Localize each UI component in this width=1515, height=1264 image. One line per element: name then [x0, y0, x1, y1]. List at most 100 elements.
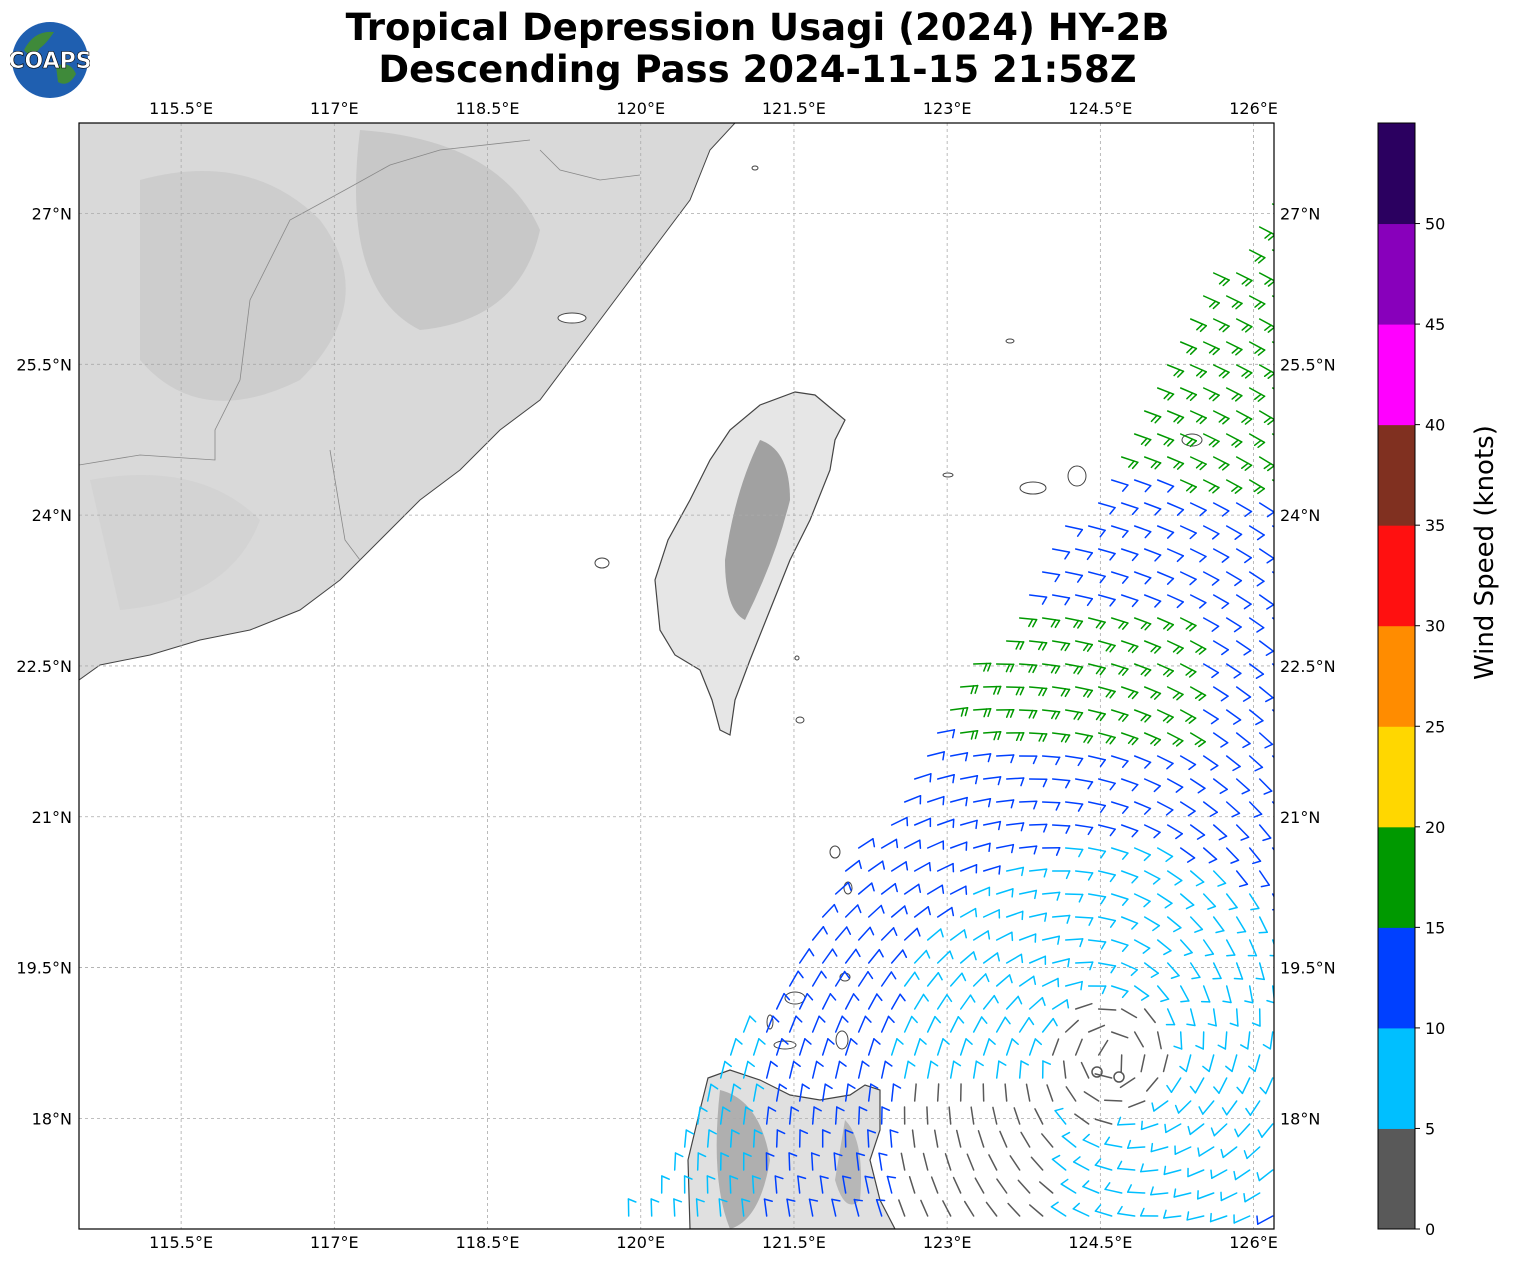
- wind-barb: [1164, 1123, 1182, 1134]
- wind-barb: [1220, 1146, 1238, 1159]
- wind-barb: [1143, 824, 1161, 839]
- wind-barb: [1094, 1073, 1113, 1079]
- lon-tick-bottom: 120°E: [616, 1233, 665, 1252]
- wind-barb: [1202, 1054, 1215, 1073]
- wind-barb: [1248, 249, 1266, 264]
- wind-barb: [933, 1129, 939, 1148]
- wind-barb: [982, 1038, 996, 1056]
- wind-barb: [1116, 1116, 1136, 1126]
- wind-barb: [1202, 847, 1218, 864]
- wind-barb: [1074, 732, 1094, 744]
- wind-barb: [788, 1015, 803, 1033]
- wind-barb: [1087, 663, 1106, 676]
- wind-barb: [908, 1176, 916, 1194]
- wind-barb: [719, 1060, 733, 1079]
- wind-barb: [1097, 502, 1116, 515]
- wind-barb: [880, 971, 897, 987]
- wind-barb: [1018, 617, 1038, 628]
- wind-barb: [1235, 272, 1253, 287]
- wind-barb: [1087, 893, 1107, 905]
- colorbar-tick: 40: [1425, 416, 1445, 435]
- wind-barb: [880, 1015, 895, 1033]
- wind-barb: [718, 1198, 728, 1217]
- wind-barb: [1271, 525, 1274, 528]
- wind-barb: [1189, 732, 1207, 748]
- wind-barb: [706, 1129, 717, 1148]
- wind-barb: [1133, 617, 1152, 631]
- colorbar-tick: 30: [1425, 617, 1445, 636]
- wind-barb: [1179, 617, 1197, 632]
- wind-barb: [1120, 824, 1139, 838]
- wind-barb: [922, 1152, 929, 1171]
- wind-barb: [1156, 709, 1174, 724]
- wind-barb: [834, 1106, 845, 1125]
- wind-barb: [875, 1199, 886, 1217]
- wind-barb: [959, 1038, 973, 1056]
- wind-barb: [1166, 594, 1184, 609]
- wind-barb: [1120, 686, 1139, 700]
- wind-barb: [1041, 1060, 1052, 1079]
- wind-barb: [1235, 778, 1251, 795]
- wind-barb: [1212, 364, 1230, 379]
- wind-barb: [949, 885, 968, 895]
- wind-barb: [1143, 778, 1161, 793]
- wind-barb: [1179, 479, 1197, 494]
- wind-barb: [1051, 686, 1071, 698]
- wind-barb: [1248, 433, 1266, 449]
- wind-barb: [1166, 502, 1185, 516]
- wind-barb: [1030, 1156, 1044, 1171]
- wind-barb: [1248, 801, 1263, 818]
- wind-barb: [982, 685, 1002, 695]
- wind-barb: [729, 1083, 742, 1102]
- wind-barb: [742, 1152, 752, 1171]
- wind-barb: [1225, 433, 1243, 448]
- wind-barb: [1212, 272, 1230, 287]
- wind-barb: [1064, 709, 1084, 721]
- wind-barb: [1039, 1181, 1054, 1194]
- map-title-line1: Tropical Depression Usagi (2024) HY-2B: [345, 6, 1170, 49]
- wind-barb: [834, 1060, 847, 1079]
- wind-barb: [1004, 1083, 1008, 1102]
- wind-barb: [944, 1153, 952, 1171]
- wind-barb: [1248, 847, 1262, 865]
- wind-barb: [1087, 801, 1107, 813]
- wind-barb: [1220, 1191, 1238, 1202]
- wind-barb: [1083, 1091, 1100, 1102]
- wind-barb: [1133, 893, 1151, 908]
- wind-barb: [774, 1175, 784, 1194]
- wind-barb: [1156, 525, 1175, 539]
- wind-barb: [1143, 916, 1161, 932]
- wind-barb: [1103, 1099, 1123, 1102]
- wind-barb: [959, 730, 979, 740]
- map-title-line2: Descending Pass 2024-11-15 21:58Z: [378, 48, 1137, 91]
- wind-barb: [1005, 686, 1025, 696]
- wind-barb: [1110, 939, 1129, 952]
- wind-barb: [1041, 801, 1061, 811]
- wind-barb: [977, 1130, 985, 1148]
- wind-barb: [988, 1154, 998, 1171]
- wind-barb: [1013, 1107, 1021, 1125]
- wind-barb: [1133, 433, 1152, 447]
- wind-barb: [880, 882, 898, 895]
- wind-barb: [1271, 295, 1274, 298]
- wind-barb: [1251, 1008, 1261, 1027]
- wind-barb: [1166, 686, 1184, 701]
- wind-barb: [985, 1201, 998, 1217]
- wind-barb: [627, 1198, 637, 1217]
- wind-barb: [729, 1175, 739, 1194]
- wind-barb: [1051, 914, 1071, 924]
- wind-barb: [1072, 1202, 1090, 1217]
- wind-barb: [1225, 755, 1241, 772]
- wind-barb: [844, 904, 862, 918]
- wind-barb: [1151, 1100, 1169, 1112]
- wind-barb: [1235, 594, 1252, 610]
- colorbar-segment: [1378, 625, 1415, 727]
- wind-barb: [1028, 996, 1046, 1010]
- wind-barb: [1156, 755, 1174, 770]
- wind-barb: [1018, 800, 1038, 810]
- wind-barb: [1041, 663, 1061, 674]
- wind-barb: [1080, 1061, 1090, 1079]
- wind-barb: [1097, 1008, 1117, 1011]
- wind-barb: [1212, 318, 1230, 333]
